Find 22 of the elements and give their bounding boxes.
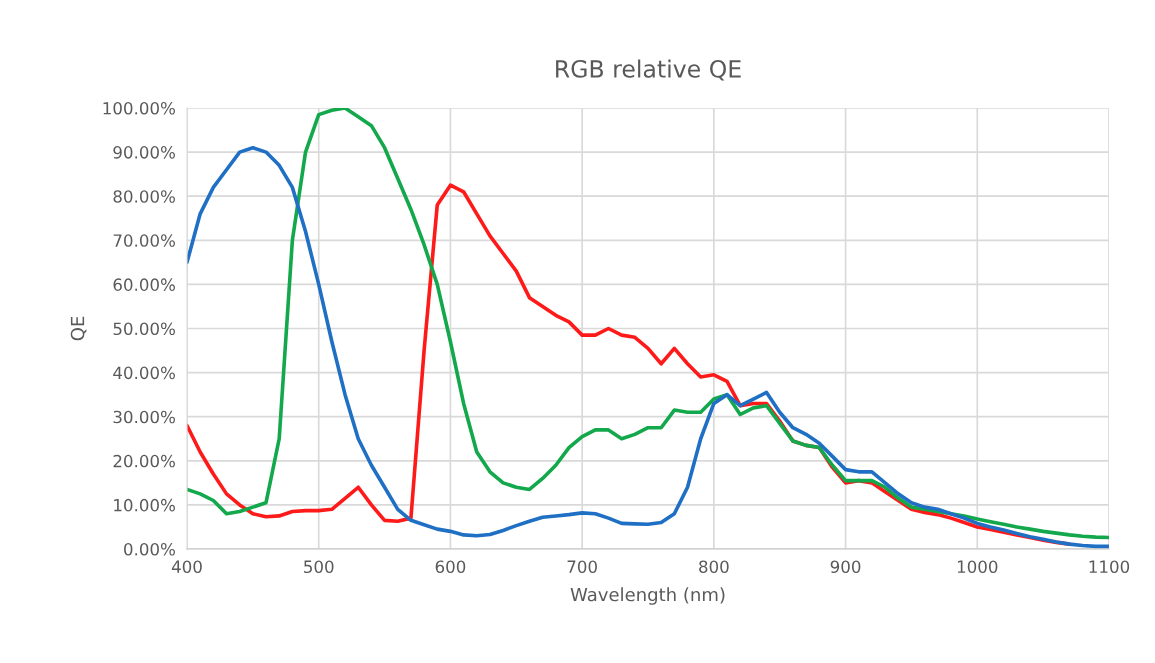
y-tick-label: 100.00% bbox=[103, 101, 175, 115]
y-tick-label: 60.00% bbox=[113, 278, 175, 291]
x-tick-label: 500 bbox=[304, 560, 334, 574]
x-tick-label: 1100 bbox=[1089, 560, 1130, 574]
y-tick-label: 80.00% bbox=[113, 190, 175, 203]
x-axis-title: Wavelength (nm) bbox=[570, 587, 725, 605]
y-tick-label: 70.00% bbox=[113, 234, 175, 247]
y-tick-label: 10.00% bbox=[114, 498, 175, 512]
y-tick-label: 0.00% bbox=[124, 542, 175, 556]
x-tick-label: 800 bbox=[699, 560, 729, 574]
x-tick-label: 900 bbox=[830, 560, 861, 574]
x-tick-label: 400 bbox=[171, 560, 202, 574]
y-tick-label: 90.00% bbox=[113, 146, 175, 159]
x-tick-label: 600 bbox=[435, 560, 466, 574]
y-tick-label: 50.00% bbox=[113, 322, 175, 336]
y-axis-title: QE bbox=[70, 316, 87, 341]
y-tick-label: 30.00% bbox=[113, 410, 175, 424]
chart-title: RGB relative QE bbox=[556, 59, 741, 81]
x-tick-label: 1000 bbox=[957, 560, 998, 574]
x-tick-label: 700 bbox=[567, 560, 597, 574]
y-tick-label: 40.00% bbox=[113, 366, 175, 380]
y-tick-label: 20.00% bbox=[113, 454, 175, 468]
